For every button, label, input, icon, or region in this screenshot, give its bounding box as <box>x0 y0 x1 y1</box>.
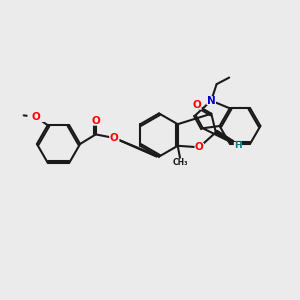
Text: H: H <box>234 141 242 150</box>
Text: O: O <box>32 112 41 122</box>
FancyBboxPatch shape <box>206 96 216 105</box>
FancyBboxPatch shape <box>194 143 204 152</box>
Text: CH₃: CH₃ <box>173 158 188 167</box>
Text: O: O <box>110 133 119 143</box>
Text: O: O <box>91 116 100 126</box>
Text: N: N <box>207 96 216 106</box>
Text: O: O <box>193 100 201 110</box>
FancyBboxPatch shape <box>192 101 202 110</box>
FancyBboxPatch shape <box>28 112 45 122</box>
FancyBboxPatch shape <box>91 116 101 126</box>
Text: O: O <box>195 142 204 152</box>
FancyBboxPatch shape <box>234 142 242 150</box>
FancyBboxPatch shape <box>109 133 119 143</box>
FancyBboxPatch shape <box>175 158 186 167</box>
